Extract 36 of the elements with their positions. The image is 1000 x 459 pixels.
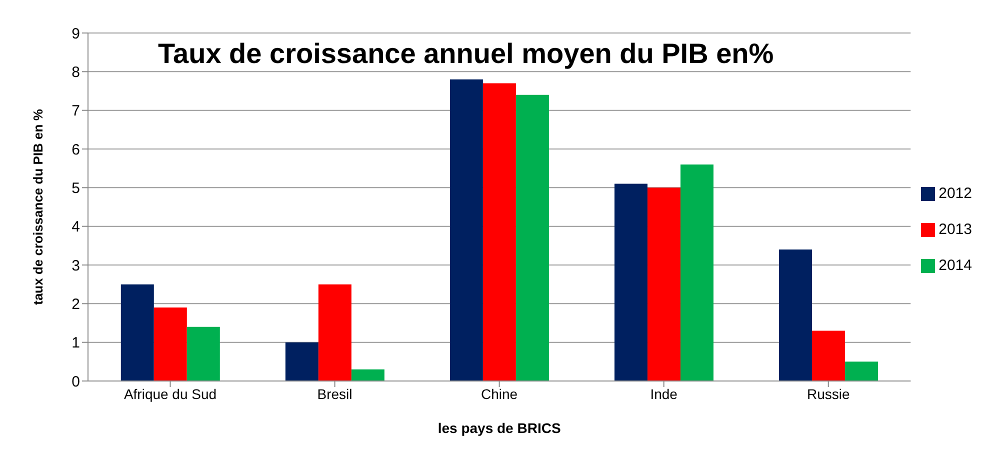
- bar: [120, 284, 154, 381]
- legend-label: 2014: [938, 256, 972, 274]
- y-tick-label: 2: [72, 296, 80, 313]
- chart-title: Taux de croissance annuel moyen du PIB en%: [158, 38, 774, 70]
- legend-label: 2013: [938, 220, 972, 238]
- bar: [680, 164, 714, 381]
- bar: [614, 184, 648, 381]
- bar: [647, 188, 680, 381]
- y-tick-label: 5: [72, 180, 80, 197]
- x-tick-label: Russie: [806, 386, 850, 402]
- bar: [154, 308, 187, 381]
- bar: [186, 326, 220, 381]
- y-tick-label: 9: [72, 25, 80, 42]
- y-tick-label: 6: [72, 141, 80, 158]
- bar: [482, 83, 516, 381]
- x-axis-title: les pays de BRICS: [438, 420, 561, 436]
- x-tick-label: Inde: [650, 386, 678, 402]
- y-tick-label: 4: [72, 218, 80, 236]
- y-tick-label: 0: [72, 373, 80, 390]
- bar: [812, 330, 846, 381]
- bar: [318, 284, 352, 381]
- y-axis-title: taux de croissance du PIB en %: [30, 108, 46, 305]
- x-tick-label: Chine: [481, 386, 518, 402]
- bar: [516, 94, 549, 381]
- bar: [351, 369, 384, 381]
- y-tick-label: 3: [72, 257, 80, 274]
- bar: [450, 79, 483, 381]
- y-tick-label: 8: [72, 64, 80, 81]
- y-tick-label: 7: [72, 102, 80, 120]
- bar: [285, 342, 318, 381]
- bar: [779, 250, 812, 381]
- bar: [845, 362, 878, 381]
- y-tick-label: 1: [72, 334, 80, 352]
- x-tick-label: Afrique du Sud: [124, 386, 217, 402]
- legend-label: 2012: [938, 184, 972, 202]
- x-tick-label: Bresil: [317, 386, 352, 402]
